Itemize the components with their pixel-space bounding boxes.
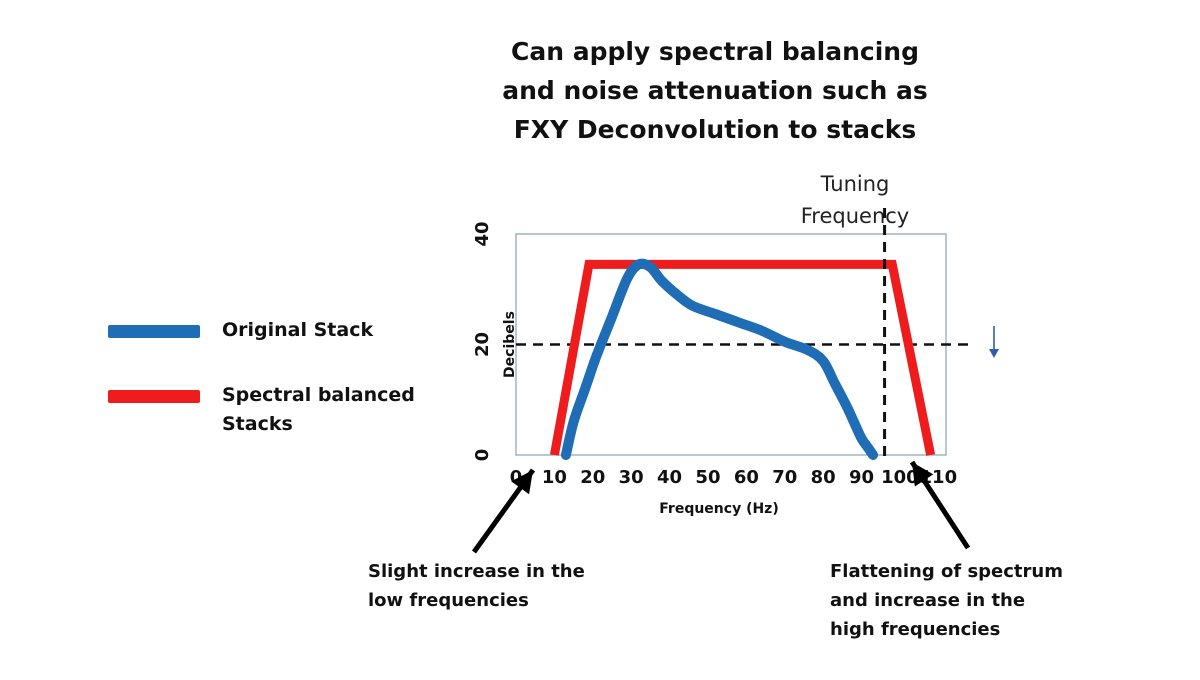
y-tick-label: 20 (472, 332, 493, 357)
series-line-original-stack (560, 258, 879, 460)
annotation-line: and increase in the (830, 590, 1026, 611)
x-tick-label: 30 (619, 467, 644, 488)
x-tick-label: 50 (695, 467, 720, 488)
tuning-line: Frequency (800, 204, 910, 228)
annotation-line: low frequencies (368, 590, 529, 611)
legend-label-balanced: Spectral balanced Stacks (222, 381, 432, 439)
down-arrow-icon (989, 349, 999, 358)
x-tick-label: 80 (811, 467, 836, 488)
legend-swatch-original (108, 325, 200, 338)
legend-item-balanced: Spectral balanced Stacks (108, 381, 432, 439)
legend-label-line: Spectral balanced (222, 384, 415, 406)
legend-item-original: Original Stack (108, 316, 432, 345)
annotation-line: Flattening of spectrum (830, 561, 1063, 582)
tuning-frequency-label: Tuning Frequency (770, 168, 940, 232)
x-tick-label: 20 (580, 467, 605, 488)
title-line: Can apply spectral balancing (510, 37, 919, 66)
chart-title: Can apply spectral balancing and noise a… (470, 32, 960, 149)
legend-swatch-balanced (108, 390, 200, 403)
x-axis-label: Frequency (Hz) (659, 501, 778, 517)
annotation-line: high frequencies (830, 619, 1001, 640)
legend-label-original: Original Stack (222, 319, 374, 341)
annotation-line: Slight increase in the (368, 561, 585, 582)
x-tick-label: 70 (772, 467, 797, 488)
x-tick-label: 10 (542, 467, 567, 488)
tuning-line: Tuning (820, 172, 890, 196)
title-line: and noise attenuation such as (502, 76, 928, 105)
y-tick-label: 40 (472, 221, 493, 246)
y-tick-label: 0 (472, 449, 493, 462)
y-axis-label: Decibels (502, 311, 518, 378)
x-tick-label: 40 (657, 467, 682, 488)
title-line: FXY Deconvolution to stacks (513, 115, 917, 144)
annotation-arrow-low-head (511, 470, 533, 495)
annotation-arrow-high-head (912, 462, 934, 487)
x-tick-label: 100 (881, 467, 919, 488)
annotation-high-frequencies: Flattening of spectrum and increase in t… (830, 557, 1063, 644)
annotation-low-frequencies: Slight increase in the low frequencies (368, 557, 585, 615)
series-line-spectral-balanced (549, 259, 936, 456)
x-tick-label: 60 (734, 467, 759, 488)
legend-label-line: Stacks (222, 413, 293, 435)
x-tick-label: 90 (849, 467, 874, 488)
